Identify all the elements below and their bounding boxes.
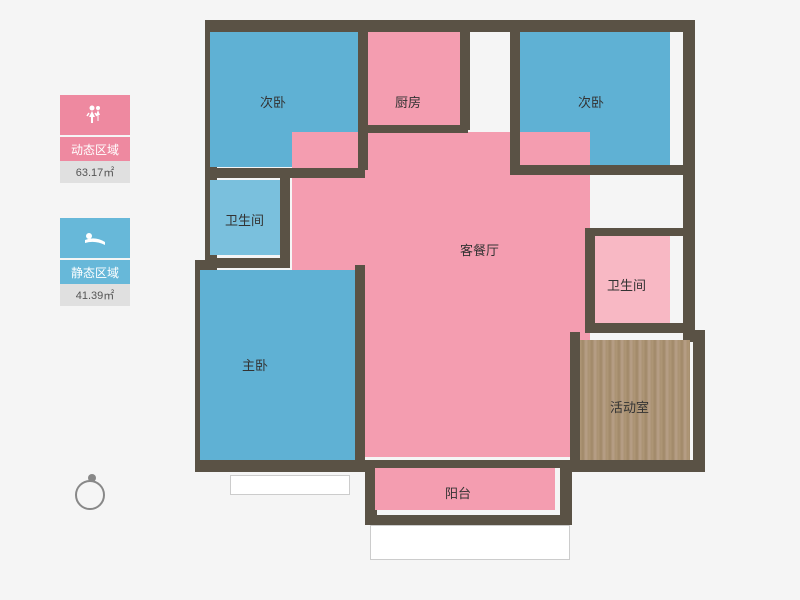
wall-int-13 xyxy=(365,460,570,468)
wall-int-8 xyxy=(355,265,365,465)
room-label-5: 卫生间 xyxy=(607,275,646,294)
legend-static-icon-box xyxy=(60,218,130,258)
wall-int-6 xyxy=(280,175,290,265)
sleeping-icon xyxy=(81,228,109,248)
wall-bottom-right xyxy=(570,460,705,472)
wall-int-9 xyxy=(585,228,595,328)
legend-static: 静态区域 41.39㎡ xyxy=(60,218,130,306)
room-label-2: 次卧 xyxy=(578,92,604,111)
room-label-8: 阳台 xyxy=(445,483,471,502)
legend-dynamic-icon-box xyxy=(60,95,130,135)
room-label-1: 厨房 xyxy=(395,92,421,111)
legend-container: 动态区域 63.17㎡ 静态区域 41.39㎡ xyxy=(60,95,130,341)
room-label-6: 主卧 xyxy=(242,355,268,374)
wall-int-10 xyxy=(585,228,685,236)
wall-right-lower xyxy=(693,330,705,468)
wall-int-12 xyxy=(570,332,580,467)
ledge-bottom-center xyxy=(370,525,570,560)
wall-int-3 xyxy=(510,20,520,170)
legend-dynamic-label: 动态区域 xyxy=(60,137,130,161)
room-1 xyxy=(368,32,460,127)
legend-dynamic-value: 63.17㎡ xyxy=(60,161,130,183)
compass-icon xyxy=(75,480,115,520)
room-label-0: 次卧 xyxy=(260,92,286,111)
room-6 xyxy=(200,270,365,460)
wall-int-4 xyxy=(510,165,690,175)
wall-right xyxy=(683,20,695,340)
wall-int-1 xyxy=(358,20,368,170)
legend-static-value: 41.39㎡ xyxy=(60,284,130,306)
wall-top xyxy=(205,20,695,32)
legend-static-label: 静态区域 xyxy=(60,260,130,284)
wall-bottom-left xyxy=(195,460,375,472)
room-label-4: 客餐厅 xyxy=(460,240,499,259)
wall-int-11 xyxy=(585,323,685,333)
wall-int-2b xyxy=(358,125,468,133)
ledge-bottom-left xyxy=(230,475,350,495)
wall-int-7 xyxy=(205,258,290,268)
room-label-7: 活动室 xyxy=(610,397,649,416)
room-label-3: 卫生间 xyxy=(225,210,264,229)
people-icon xyxy=(83,103,107,127)
floorplan: 次卧厨房次卧卫生间客餐厅卫生间主卧活动室阳台 xyxy=(200,10,760,570)
wall-int-2 xyxy=(460,20,470,130)
wall-balcony-bottom xyxy=(365,515,572,525)
legend-dynamic: 动态区域 63.17㎡ xyxy=(60,95,130,183)
